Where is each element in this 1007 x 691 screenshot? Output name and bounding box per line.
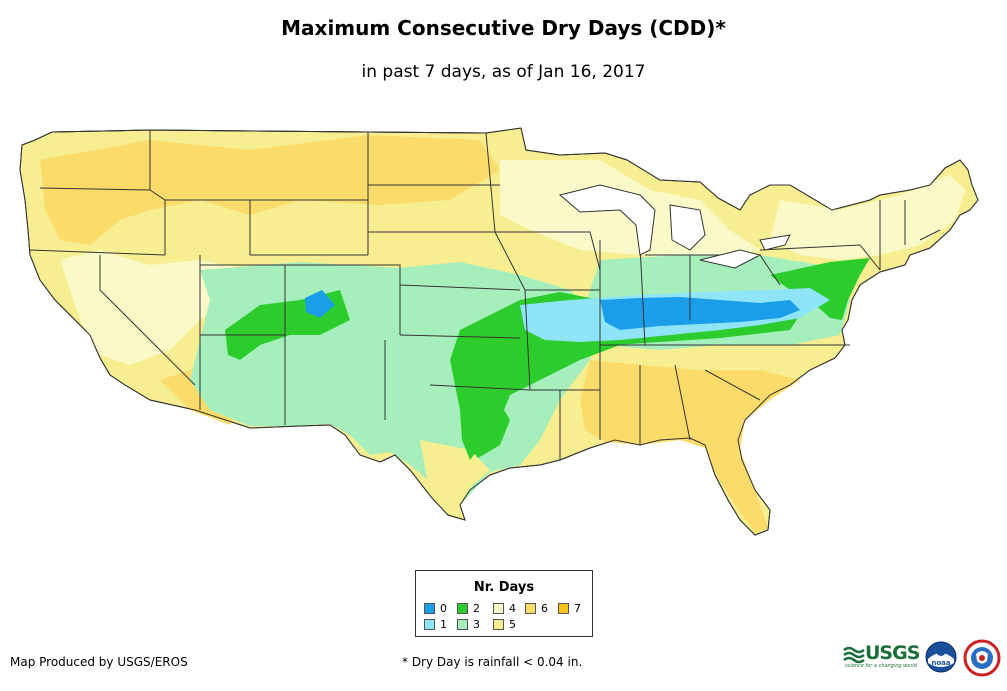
region-colorado-0 <box>305 290 335 318</box>
usgs-tagline: science for a changing world <box>845 663 917 669</box>
us-outline <box>19 127 979 536</box>
legend-item-5: 5 <box>493 619 516 631</box>
svg-text:noaa: noaa <box>931 659 951 667</box>
map-credit: Map Produced by USGS/EROS <box>10 655 188 669</box>
dry-day-footnote: * Dry Day is rainfall < 0.04 in. <box>402 655 583 669</box>
usgs-wave-icon <box>843 646 865 664</box>
map-title: Maximum Consecutive Dry Days (CDD)* <box>281 16 726 40</box>
region-nevada-4 <box>60 250 250 365</box>
legend-title: Nr. Days <box>473 580 535 595</box>
legend: Nr. Days 0 1 2 3 4 5 6 7 <box>415 570 593 637</box>
legend-swatch-2 <box>457 603 468 614</box>
region-northeast-4 <box>770 175 965 260</box>
legend-item-2: 2 <box>457 603 480 615</box>
noaa-logo: noaa <box>925 641 957 673</box>
map-subtitle: in past 7 days, as of Jan 16, 2017 <box>361 62 646 82</box>
legend-item-6: 6 <box>525 603 548 615</box>
legend-swatch-4 <box>493 603 504 614</box>
usgs-wordmark: USGS <box>865 642 920 664</box>
legend-item-1: 1 <box>424 619 447 631</box>
legend-swatch-1 <box>424 619 435 630</box>
legend-item-3: 3 <box>457 619 480 631</box>
region-southeast-6 <box>580 360 800 533</box>
dry-days-regions <box>19 127 979 536</box>
region-northwest-6 <box>40 135 500 245</box>
region-south-texas-2 <box>462 395 510 458</box>
legend-swatch-5 <box>493 619 504 630</box>
legend-swatch-7 <box>558 603 569 614</box>
nws-logo <box>963 639 1001 677</box>
region-mid-atlantic-2 <box>770 258 870 320</box>
legend-item-4: 4 <box>493 603 516 615</box>
usgs-logo: USGS science for a changing world <box>843 642 920 672</box>
region-ohio-valley-0 <box>600 297 800 330</box>
legend-item-7: 7 <box>558 603 581 615</box>
legend-swatch-3 <box>457 619 468 630</box>
great-lakes <box>558 184 791 269</box>
legend-item-0: 0 <box>424 603 447 615</box>
region-texas-5 <box>420 440 490 518</box>
legend-swatch-6 <box>525 603 536 614</box>
legend-swatch-0 <box>424 603 435 614</box>
